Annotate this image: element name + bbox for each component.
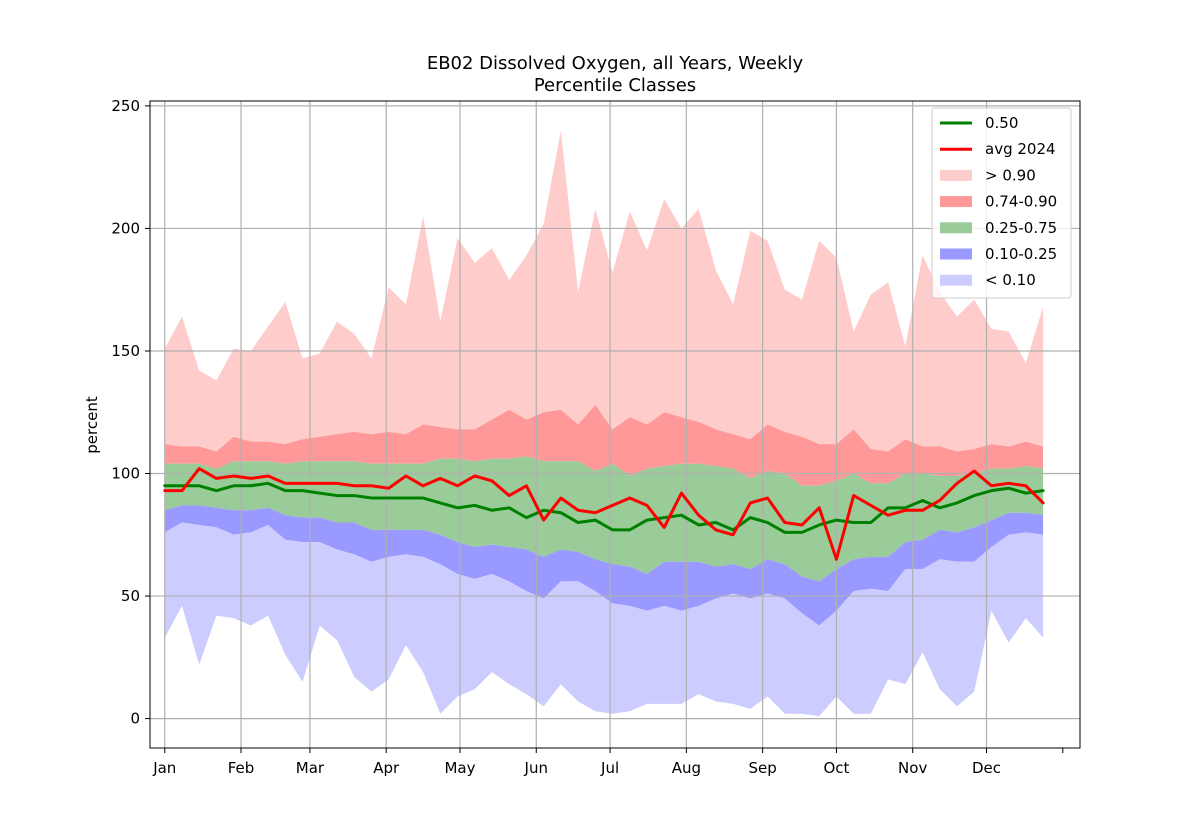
x-tick-label: Dec [972,759,1001,777]
legend-label: 0.25-0.75 [985,219,1057,237]
legend-patch-swatch [940,248,972,260]
band-below-10 [164,522,1044,717]
plot-frame [149,100,1081,749]
avg-2024-line [163,467,1045,561]
chart-title: EB02 Dissolved Oxygen, all Years, Weekly [427,53,804,74]
band-74-90 [164,404,1044,486]
x-tick-label: May [444,759,475,777]
chart-subtitle: Percentile Classes [534,75,696,96]
axis-ticks: Jan Feb Mar Apr May Jun Jul Aug Sep Oct Nov Dec 0 50 1… [111,97,1064,777]
y-tick-label: 0 [130,710,140,728]
band-10-25 [164,505,1044,626]
legend-patch-swatch [940,196,972,208]
legend-label: 0.50 [985,114,1018,132]
legend: 0.50 avg 2024 > 0.90 0.74-0.90 0.25-0.75 0.10… [931,107,1072,299]
x-tick-label: Jan [152,759,176,777]
y-tick-label: 100 [111,465,140,483]
x-tick-label: Aug [672,759,701,777]
x-tick-label: Jun [524,759,548,777]
median-line [163,481,1045,534]
grid-lines [150,101,1080,748]
y-tick-label: 250 [111,97,140,115]
y-tick-label: 50 [121,587,140,605]
legend-label: avg 2024 [985,140,1056,158]
x-tick-label: Jul [600,759,619,777]
legend-label: > 0.90 [985,166,1036,184]
x-tick-label: Feb [228,759,255,777]
legend-patch-swatch [940,222,972,234]
band-above-90 [164,130,1044,452]
y-axis-label: percent [83,396,101,454]
x-tick-label: Oct [823,759,849,777]
y-tick-label: 200 [111,219,140,237]
x-tick-label: Mar [296,759,325,777]
legend-label: 0.74-0.90 [985,193,1057,211]
x-tick-label: Apr [373,759,400,777]
legend-label: 0.10-0.25 [985,245,1057,263]
x-tick-label: Sep [748,759,776,777]
y-tick-label: 150 [111,342,140,360]
series-lines [163,467,1045,561]
legend-label: < 0.10 [985,271,1036,289]
legend-patch-swatch [940,274,972,286]
legend-patch-swatch [940,169,972,181]
x-tick-label: Nov [898,759,927,777]
